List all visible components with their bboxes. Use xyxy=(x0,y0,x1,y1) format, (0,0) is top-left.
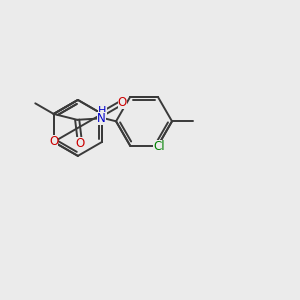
Text: H: H xyxy=(98,106,107,116)
Text: O: O xyxy=(76,137,85,151)
Text: Cl: Cl xyxy=(153,140,165,153)
Text: O: O xyxy=(118,96,127,109)
Text: N: N xyxy=(97,112,106,125)
Text: O: O xyxy=(49,135,58,148)
